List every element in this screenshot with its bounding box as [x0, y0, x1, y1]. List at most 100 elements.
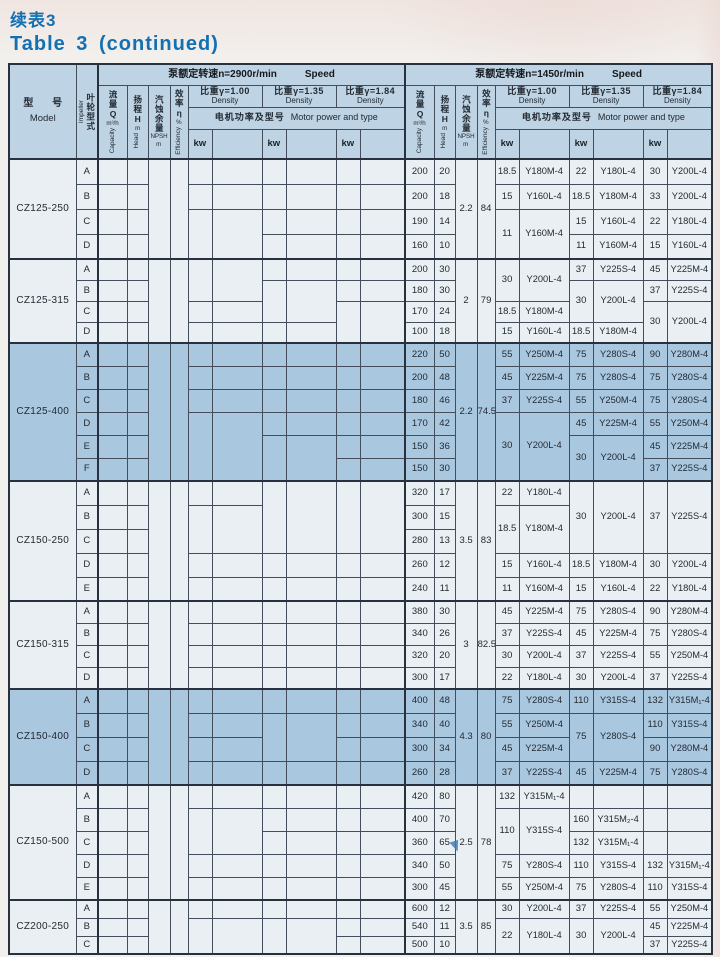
cell-head — [126, 853, 149, 878]
cell-motor-type — [211, 712, 263, 738]
cell-kw: 30 — [642, 158, 668, 185]
npsh-unit2: m — [156, 140, 162, 148]
cell-motor-type — [285, 365, 337, 390]
cell-head: 10 — [433, 935, 456, 955]
cell-motor-type: Y225M-4 — [592, 411, 644, 436]
cell-motor-type — [285, 784, 337, 809]
cell-kw — [187, 712, 213, 738]
cell-head: 12 — [433, 552, 456, 578]
cell-motor-type — [285, 233, 337, 260]
cell-kw: 45 — [642, 434, 668, 459]
cell-kw — [187, 158, 213, 185]
cell-motor-type — [666, 807, 713, 832]
header-motor-type-blank — [666, 128, 713, 160]
cell-impeller: A — [75, 600, 99, 624]
density-100-en: Density — [211, 95, 239, 105]
cell-kw — [335, 876, 361, 901]
table-row: B 340 26 37 Y225S-4 45 Y225M-4 75 Y280S-4 — [9, 622, 713, 646]
cell-motor-type — [359, 365, 406, 390]
cell-kw: 37 — [642, 666, 668, 690]
eff-en: Efficiency — [481, 127, 489, 155]
cell-kw: 30 — [568, 480, 594, 554]
header-motor-power: 电机功率及型号 Motor power and type — [187, 106, 406, 130]
cell-kw: 11 — [568, 233, 594, 260]
cell-npsh: 4.3 — [454, 688, 478, 786]
cell-kw — [261, 830, 287, 855]
cell-motor-type — [285, 712, 337, 762]
cell-kw: 33 — [642, 183, 668, 210]
table-row: B 400 70 110 Y315S-4 160 Y315M₂-4 — [9, 807, 713, 855]
table-row: D 340 50 75 Y280S-4 110 Y315S-4 132 Y315M₁-4 — [9, 853, 713, 878]
cell-kw — [187, 258, 213, 302]
table-row: CZ125-250 A 200 20 2.2 84 18.5 Y180M-4 22 Y180L-4… — [8, 158, 713, 260]
table-row: E 300 45 55 Y250M-4 75 Y280S-4 110 Y315S-4 — [9, 876, 713, 901]
cell-capacity — [97, 688, 128, 714]
cell-motor-type: Y250M-4 — [666, 644, 713, 668]
cell-capacity — [97, 233, 128, 260]
cell-impeller: C — [75, 528, 99, 554]
cell-motor-type — [285, 666, 337, 690]
cell-motor-type: Y200L-4 — [592, 480, 644, 554]
cell-npsh — [147, 688, 171, 786]
cell-motor-type — [359, 830, 406, 855]
cell-motor-type: Y225S-4 — [592, 258, 644, 281]
cell-motor-type — [211, 480, 263, 506]
cell-capacity — [97, 258, 128, 281]
motor-label-cn: 电机功率及型号 — [521, 112, 592, 123]
cell-kw — [187, 388, 213, 413]
cell-kw — [187, 688, 213, 714]
cell-impeller: D — [75, 233, 99, 260]
cell-kw: 75 — [568, 342, 594, 367]
density-184-cn: 比重γ=1.84 — [652, 86, 703, 97]
cell-impeller: C — [75, 935, 99, 955]
head-en: Head — [133, 133, 141, 149]
cell-kw: 18.5 — [568, 321, 594, 344]
cell-motor-type — [666, 830, 713, 855]
impeller-label-en: Impeller — [77, 99, 85, 124]
cell-capacity — [97, 365, 128, 390]
eff-unit: % — [483, 118, 489, 126]
cell-capacity — [97, 644, 128, 668]
cell-capacity: 150 — [404, 434, 435, 459]
cell-head — [126, 457, 149, 482]
cell-motor-type — [211, 853, 263, 878]
cell-motor-type — [359, 666, 406, 690]
cell-kw — [335, 457, 361, 482]
cell-capacity: 200 — [404, 158, 435, 185]
cell-motor-type: Y225S-4 — [666, 480, 713, 554]
header-speed-2900: 泵额定转速n=2900r/min Speed — [96, 63, 406, 86]
cell-kw — [261, 258, 287, 281]
cell-model: CZ125-315 — [8, 258, 77, 344]
cell-motor-type: Y225M-4 — [592, 622, 644, 646]
cell-motor-type: Y200L-4 — [592, 917, 644, 955]
cell-motor-type — [285, 600, 337, 624]
density-100-cn: 比重γ=1.00 — [507, 86, 557, 97]
header-kw: kw — [568, 128, 594, 160]
cell-motor-type — [211, 183, 263, 210]
cell-motor-type — [285, 552, 337, 578]
cell-kw: 30 — [568, 434, 594, 482]
cell-motor-type: Y315M₁-4 — [592, 830, 644, 855]
cell-head — [126, 935, 149, 955]
cell-kw — [187, 899, 213, 919]
cell-kw — [187, 760, 213, 786]
header-model: 型 号 Model — [8, 63, 77, 160]
cell-capacity — [97, 576, 128, 602]
cell-kw — [335, 365, 361, 390]
cell-kw: 37 — [642, 935, 668, 955]
cell-efficiency — [169, 258, 189, 344]
cell-motor-type — [285, 480, 337, 554]
cell-head: 12 — [433, 899, 456, 919]
density-184-cn: 比重γ=1.84 — [345, 86, 396, 97]
cell-impeller: C — [75, 300, 99, 323]
cell-head: 26 — [433, 622, 456, 646]
cell-kw — [187, 622, 213, 646]
model-label-en: Model — [29, 112, 56, 124]
cell-impeller: B — [75, 712, 99, 738]
cell-motor-type — [359, 784, 406, 809]
cell-capacity: 240 — [404, 576, 435, 602]
cell-motor-type — [359, 208, 406, 235]
head-unit: m — [441, 124, 448, 132]
cell-kw — [335, 644, 361, 668]
